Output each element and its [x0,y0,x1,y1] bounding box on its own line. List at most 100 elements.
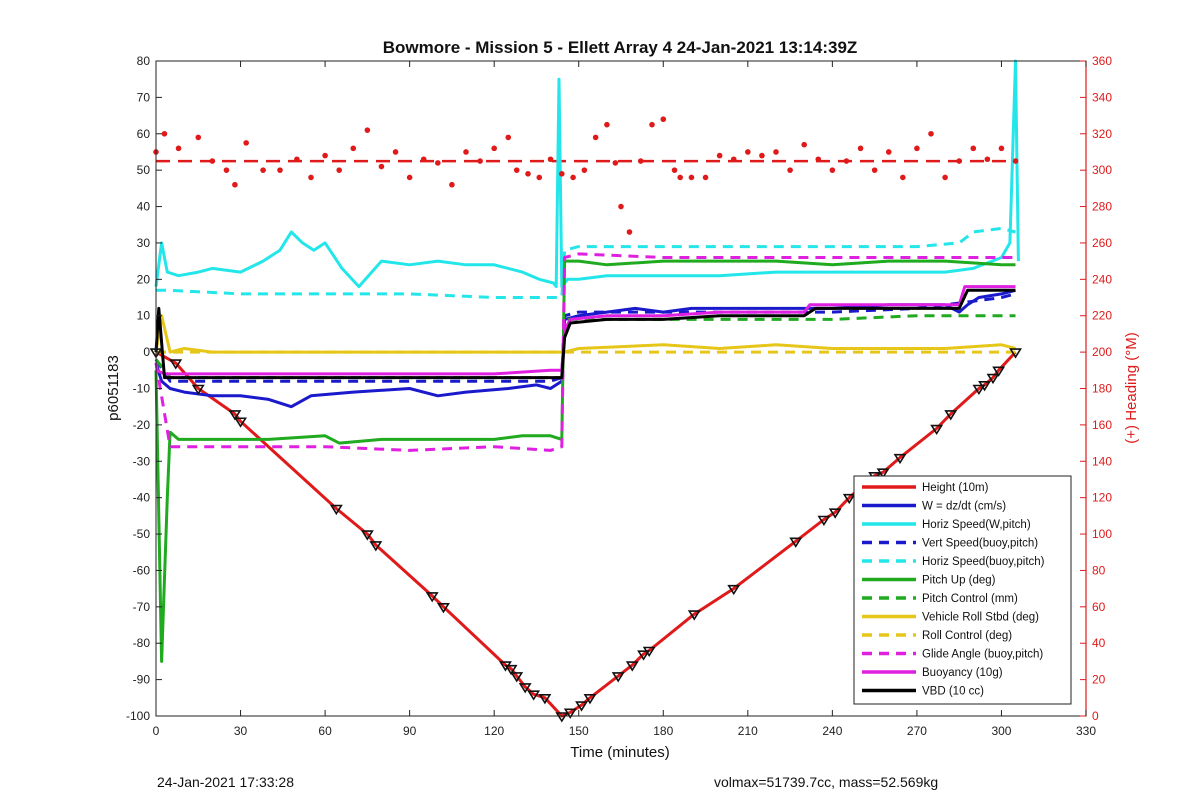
heading-point [843,158,850,164]
heading-point [505,134,512,141]
y2-tick-label: 300 [1092,163,1112,177]
heading-point [815,156,822,163]
chart-title: Bowmore - Mission 5 - Ellett Array 4 24-… [383,38,858,57]
y-tick-label: 40 [137,200,151,214]
heading-point [308,174,314,181]
heading-point [801,141,807,148]
height-marker [637,650,650,661]
x-tick-label: 90 [403,724,417,738]
heading-point [570,174,576,181]
heading-point [364,127,371,133]
y-tick-label: 0 [143,345,150,359]
heading-point [730,156,737,163]
heading-point [392,149,399,155]
heading-point [195,134,202,141]
legend-label: Horiz Speed(W,pitch) [922,519,1031,531]
height-marker [972,384,986,396]
heading-point [1012,158,1019,164]
height-marker [642,646,656,658]
height-marker [437,603,450,614]
right-y-axis: 0 20 40 60 80 100 120 140 160 180 200 220 240 260 280 3… [1080,54,1112,723]
height-marker [828,508,842,519]
legend-label: Pitch Control (mm) [922,593,1018,605]
height-marker [687,610,701,621]
height-marker [930,424,944,436]
y2-tick-label: 360 [1092,54,1112,68]
heading-point [984,156,991,163]
heading-point [885,149,892,155]
y-tick-label: -20 [133,418,151,432]
heading-point [998,145,1005,152]
height-marker [329,504,343,516]
x-tick-label: 30 [234,724,248,738]
heading-point [604,121,610,128]
heading-point [829,167,836,173]
heading-point [513,167,520,173]
heading-point [660,116,667,123]
x-tick-label: 300 [991,724,1011,738]
heading-point [536,174,543,181]
left-y-axis: -100-90-80-70-60-50-40-30-20-10010203040… [126,54,162,723]
y2-tick-label: 0 [1092,709,1099,723]
y2-tick-label: 220 [1092,309,1112,323]
height-marker [611,672,625,683]
y-tick-label: -50 [133,527,151,541]
y2-tick-label: 80 [1092,563,1106,577]
height-marker [583,694,597,705]
height-marker [369,541,383,552]
x-tick-label: 150 [569,724,589,738]
heading-point [900,174,906,181]
x-tick-label: 270 [907,724,927,738]
heading-point [671,167,678,173]
heading-point [294,156,300,163]
height-marker [893,453,907,465]
y2-tick-label: 100 [1092,527,1112,541]
heading-point [914,145,920,152]
y2-tick-label: 40 [1092,636,1106,650]
height-marker [575,701,588,712]
legend-label: Vehicle Roll Stbd (deg) [922,612,1039,624]
heading-point [688,174,695,181]
heading-point [243,140,249,146]
y2-tick-label: 60 [1092,600,1106,614]
y-tick-label: 50 [137,163,151,177]
legend-box [853,475,1072,705]
legend-label: VBD (10 cc) [922,686,984,698]
legend-label: Roll Control (deg) [922,630,1012,642]
series-line-4 [156,226,1016,299]
series-line-10 [155,285,1016,376]
heading-point [637,158,644,164]
y2-tick-label: 120 [1092,491,1112,505]
heading-point [336,167,342,173]
height-marker [789,537,803,548]
heading-point [787,167,793,173]
height-marker [1009,348,1022,359]
y2-tick-label: 200 [1092,345,1112,359]
height-marker [817,515,831,527]
series-line-5 [154,259,1016,663]
y2-tick-label: 240 [1092,272,1112,286]
height-marker [625,661,639,672]
heading-point [547,156,554,163]
x-tick-label: 330 [1076,724,1096,738]
height-marker [555,712,569,723]
heading-point [477,158,483,164]
right-y-axis-label: (+) Heading (°M) [1123,332,1140,443]
height-marker [510,672,524,683]
y-tick-label: 70 [137,90,151,104]
height-marker [842,493,856,505]
y2-tick-label: 280 [1092,200,1112,214]
height-marker [538,694,552,705]
y-tick-label: -10 [133,382,151,396]
heading-point [322,152,328,159]
series-line-9 [154,252,1016,452]
plot-area [149,59,1087,723]
y-tick-label: -100 [126,709,150,723]
y2-tick-label: 260 [1092,236,1112,250]
footer-volmax-mass: volmax=51739.7cc, mass=52.569kg [714,774,939,790]
heading-point [491,145,497,152]
height-marker [992,366,1006,377]
y2-tick-label: 140 [1092,454,1112,468]
height-marker [978,381,991,392]
